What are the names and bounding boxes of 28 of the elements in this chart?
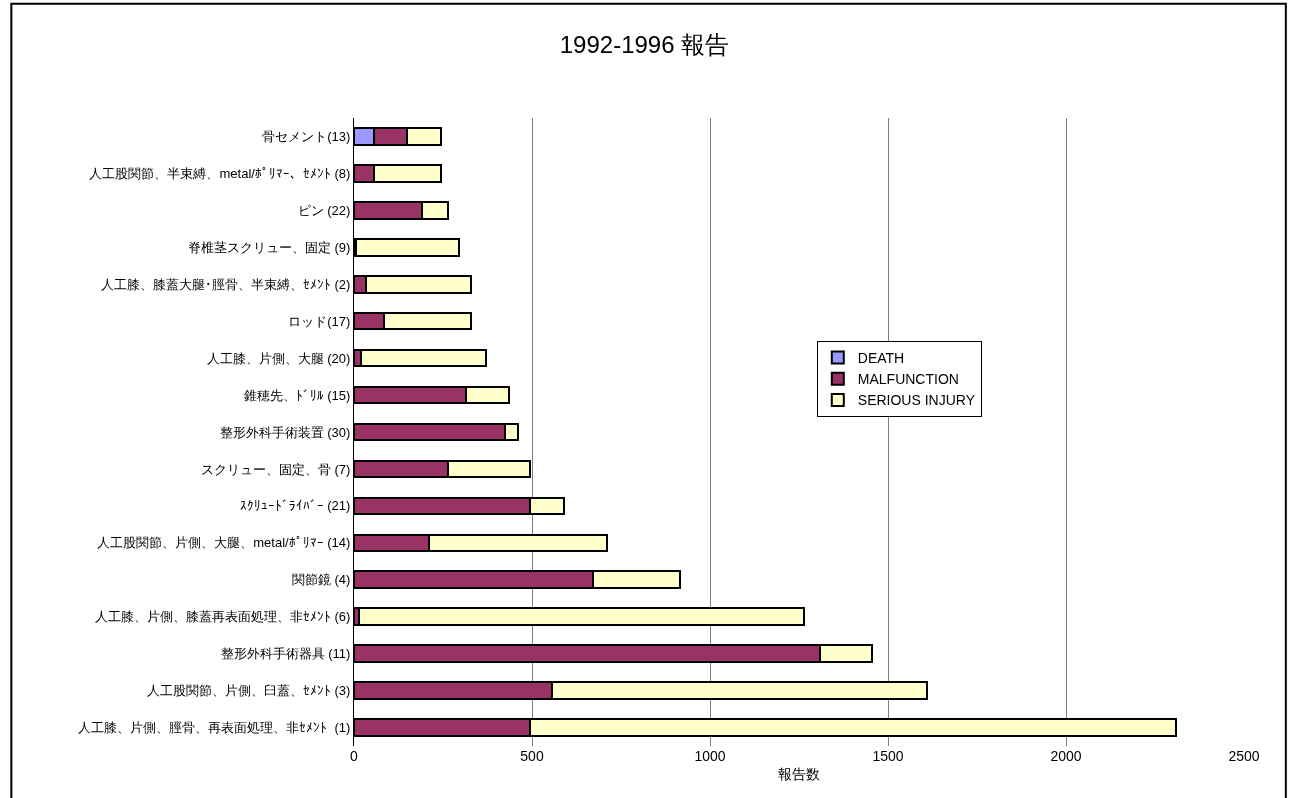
chart-title: 1992-1996 報告 <box>559 30 730 58</box>
legend-label: SERIOUS INJURY <box>857 392 976 409</box>
y-tick-label: ピン (22) <box>297 202 351 218</box>
x-tick-label: 2000 <box>1050 748 1082 764</box>
y-tick-label: 人工股関節、半束縛、metal/ﾎﾟﾘﾏｰ、ｾﾒﾝﾄ (8) <box>89 165 351 181</box>
y-tick-label: 人工膝、片側、大腿 (20) <box>206 350 351 366</box>
legend-label: MALFUNCTION <box>857 371 959 388</box>
x-tick-label: 2500 <box>1228 748 1260 764</box>
y-tick-label: 人工股関節、片側、大腿、metal/ﾎﾟﾘﾏｰ (14) <box>97 535 351 551</box>
y-tick-label: 人工膝、片側、膝蓋再表面処理、非ｾﾒﾝﾄ (6) <box>94 609 351 625</box>
y-tick-label: 人工膝、片側、脛骨、再表面処理、非ｾﾒﾝﾄ (1) <box>78 720 351 736</box>
y-tick-label: 人工股関節、片側、臼蓋、ｾﾒﾝﾄ (3) <box>146 683 351 699</box>
y-tick-label: 人工膝、膝蓋大腿･脛骨、半束縛、ｾﾒﾝﾄ (2) <box>100 276 351 292</box>
y-tick-label: 錐穂先、ﾄﾞﾘﾙ (15) <box>243 387 351 403</box>
y-tick-label: 関節鏡 (4) <box>291 572 351 588</box>
legend-label: DEATH <box>857 350 905 366</box>
x-tick-label: 1000 <box>694 748 726 764</box>
y-tick-label: ロッド(17) <box>288 313 351 329</box>
y-tick-label: 骨セメント(13) <box>262 129 351 145</box>
x-tick-label: 1500 <box>872 748 904 764</box>
y-tick-label: 整形外科手術器具 (11) <box>220 646 351 662</box>
y-tick-label: 脊椎茎スクリュー、固定 (9) <box>187 239 351 255</box>
x-tick-label: 0 <box>350 748 359 764</box>
y-tick-label: ｽｸﾘｭｰﾄﾞﾗｲﾊﾞｰ (21) <box>239 498 351 514</box>
x-tick-label: 500 <box>520 748 544 764</box>
y-tick-label: 整形外科手術装置 (30) <box>219 424 351 440</box>
x-axis-title: 報告数 <box>778 766 820 783</box>
y-tick-label: スクリュー、固定、骨 (7) <box>200 461 351 477</box>
